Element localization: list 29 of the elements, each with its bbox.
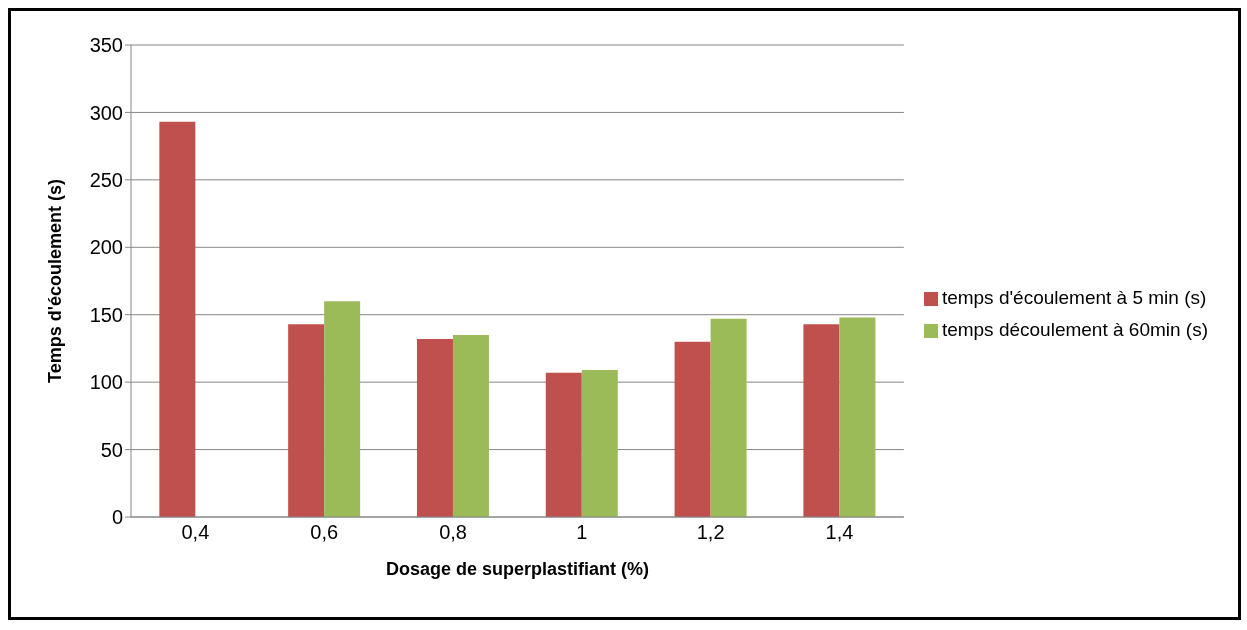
bar: [324, 301, 361, 517]
bar: [710, 318, 747, 517]
x-tick-label: 0,8: [439, 521, 467, 544]
x-axis-title: Dosage de superplastifiant (%): [385, 559, 649, 579]
y-tick-label: 250: [89, 168, 123, 191]
x-tick-label: 1,2: [696, 521, 725, 544]
x-tick-label: 0,4: [181, 521, 210, 544]
legend-label: temps d'écoulement à 5 min (s): [941, 287, 1207, 308]
y-tick-label: 350: [89, 34, 123, 57]
y-tick-label: 100: [89, 371, 123, 394]
y-tick-label: 150: [89, 303, 123, 326]
legend-label: temps découlement à 60min (s): [941, 319, 1208, 340]
bar: [452, 334, 489, 517]
bar: [581, 370, 618, 517]
bar: [839, 317, 876, 517]
y-axis-title: Temps d'écoulement (s): [45, 179, 66, 383]
y-tick-label: 50: [100, 438, 123, 461]
bar: [674, 341, 711, 517]
y-tick-label: 200: [89, 236, 123, 259]
bar: [545, 372, 582, 517]
bar: [416, 338, 453, 517]
y-tick-label: 300: [89, 101, 123, 124]
bar: [803, 324, 840, 517]
y-tick-label: 0: [111, 506, 123, 529]
x-tick-label: 0,6: [310, 521, 339, 544]
x-tick-label: 1,4: [825, 521, 854, 544]
x-tick-label: 1: [576, 521, 588, 544]
bar: [288, 324, 325, 517]
bar: [159, 121, 196, 517]
